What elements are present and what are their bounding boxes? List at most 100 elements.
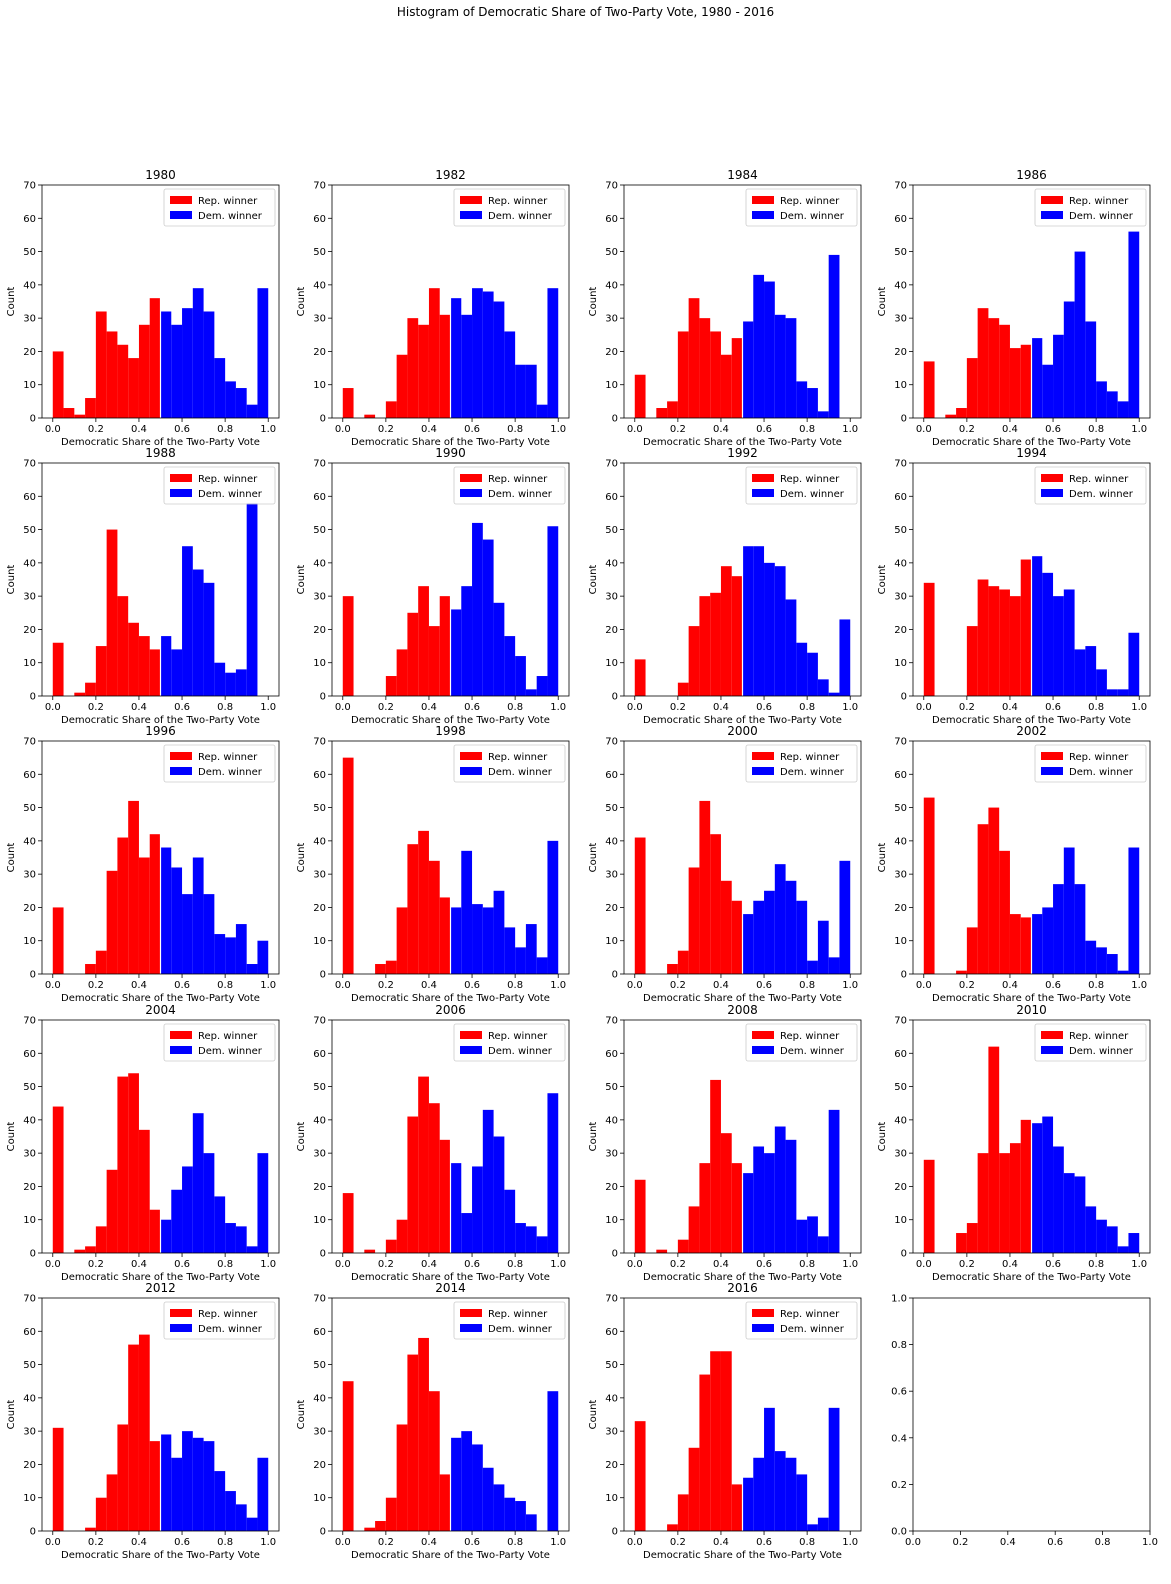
dem-bar	[774, 1451, 786, 1531]
rep-bar	[731, 338, 743, 418]
dem-bar	[257, 940, 269, 974]
legend: Rep. winner Dem. winner	[163, 466, 276, 505]
x-tick-label: 0.8	[1095, 1537, 1111, 1548]
rep-bar	[731, 900, 743, 974]
x-tick-label: 0.4	[421, 424, 437, 435]
y-tick-label: 30	[23, 592, 36, 603]
rep-bar	[956, 1233, 967, 1253]
rep-bar	[710, 1351, 721, 1531]
rep-bar	[342, 1381, 354, 1531]
axes-frame	[623, 184, 862, 419]
legend-swatch-rep	[170, 474, 192, 482]
dem-bar	[1063, 847, 1075, 974]
rep-bar	[342, 596, 354, 696]
y-tick-label: 50	[605, 1082, 618, 1093]
y-tick-label: 30	[23, 1149, 36, 1160]
y-tick-label: 70	[894, 181, 907, 192]
legend-label-dem: Dem. winner	[488, 489, 553, 500]
rep-bar	[407, 1354, 419, 1531]
y-tick-label: 30	[313, 592, 326, 603]
dem-bar	[246, 1517, 258, 1531]
rep-bar	[138, 857, 150, 974]
panel-2004: 0.0 0.2 0.4 0.6 0.8 1.0 0 10 20 30 40 50 60 70 2004 Dem…	[6, 1003, 280, 1283]
dem-bar	[817, 1517, 829, 1531]
y-tick-label: 20	[23, 625, 36, 636]
rep-bar	[52, 351, 64, 418]
dem-bar	[839, 619, 851, 696]
axes-frame	[912, 462, 1151, 697]
x-tick-label: 0.4	[131, 1537, 147, 1548]
rep-bar	[677, 1239, 689, 1253]
dem-bar	[828, 692, 840, 696]
dem-bar	[225, 937, 236, 974]
rep-bar	[699, 318, 711, 418]
dem-bar	[1096, 1219, 1107, 1253]
rep-bar	[720, 1351, 732, 1531]
panel-title: 1984	[727, 168, 758, 182]
dem-bar	[504, 927, 516, 974]
dem-bar	[257, 1457, 269, 1531]
rep-bar	[428, 1103, 440, 1253]
dem-bar	[525, 1514, 537, 1531]
rep-bar	[52, 1106, 64, 1253]
x-tick-label: 0.2	[88, 1259, 104, 1270]
x-tick-label: 0.4	[131, 424, 147, 435]
y-tick-label: 50	[313, 247, 326, 258]
axes-frame	[331, 740, 570, 975]
panel-1990: 0.0 0.2 0.4 0.6 0.8 1.0 0 10 20 30 40 50 60 70 1990 Dem…	[296, 446, 570, 726]
x-tick-label: 0.4	[713, 1537, 729, 1548]
y-tick-label: 50	[313, 1360, 326, 1371]
x-tick-label: 0.4	[1000, 1537, 1016, 1548]
y-axis-label: Count	[296, 287, 307, 317]
panel-title: 2006	[435, 1003, 466, 1017]
x-tick-label: 0.0	[335, 1537, 351, 1548]
y-tick-label: 0	[901, 970, 907, 981]
panel-title: 1988	[145, 446, 176, 460]
y-tick-label: 0	[30, 1527, 36, 1538]
panel-2010: 0.0 0.2 0.4 0.6 0.8 1.0 0 10 20 30 40 50 60 70 2010 Dem…	[877, 1003, 1151, 1283]
dem-bar	[764, 1153, 775, 1253]
dem-bar	[472, 522, 483, 696]
rep-bar	[439, 897, 451, 974]
y-tick-label: 60	[605, 492, 618, 503]
x-tick-label: 0.6	[174, 1537, 190, 1548]
dem-bar	[493, 890, 505, 974]
rep-bar	[731, 1484, 743, 1531]
y-tick-label: 20	[23, 903, 36, 914]
dem-bar	[171, 324, 183, 418]
legend-swatch-dem	[752, 1046, 774, 1054]
x-tick-label: 0.4	[131, 702, 147, 713]
x-tick-label: 0.8	[507, 980, 523, 991]
y-tick-label: 70	[313, 1294, 326, 1305]
x-tick-label: 0.8	[799, 980, 815, 991]
dem-bar	[785, 599, 797, 696]
x-tick-label: 0.6	[1045, 424, 1061, 435]
x-tick-label: 0.2	[88, 1537, 104, 1548]
y-tick-label: 0	[612, 1527, 618, 1538]
y-tick-label: 70	[313, 181, 326, 192]
x-tick-label: 0.2	[88, 702, 104, 713]
x-tick-label: 0.8	[217, 1537, 233, 1548]
rep-bar	[407, 1116, 419, 1253]
axes-frame	[912, 184, 1151, 419]
rep-bar	[656, 408, 668, 418]
legend-swatch-dem	[170, 211, 192, 219]
rep-bar	[688, 867, 700, 974]
x-tick-label: 0.8	[217, 702, 233, 713]
legend-swatch-rep	[170, 752, 192, 760]
panel-1998: 0.0 0.2 0.4 0.6 0.8 1.0 0 10 20 30 40 50 60 70 1998 Dem…	[296, 724, 570, 1004]
y-tick-label: 0	[612, 1249, 618, 1260]
y-tick-label: 20	[313, 625, 326, 636]
dem-bar	[461, 314, 473, 418]
rep-bar	[149, 298, 161, 418]
rep-bar	[418, 586, 429, 696]
panel-1988: 0.0 0.2 0.4 0.6 0.8 1.0 0 10 20 30 40 50 60 70 1988 Dem…	[6, 446, 280, 726]
legend: Rep. winner Dem. winner	[745, 1301, 858, 1340]
legend: Rep. winner Dem. winner	[1034, 744, 1147, 783]
panel-1980: 0.0 0.2 0.4 0.6 0.8 1.0 0 10 20 30 40 50 60 70 1980 Dem…	[6, 168, 280, 448]
y-tick-label: 60	[894, 492, 907, 503]
x-tick-label: 0.0	[916, 980, 932, 991]
dem-bar	[525, 364, 537, 418]
dem-bar	[160, 1219, 172, 1253]
x-tick-label: 0.4	[1002, 424, 1018, 435]
